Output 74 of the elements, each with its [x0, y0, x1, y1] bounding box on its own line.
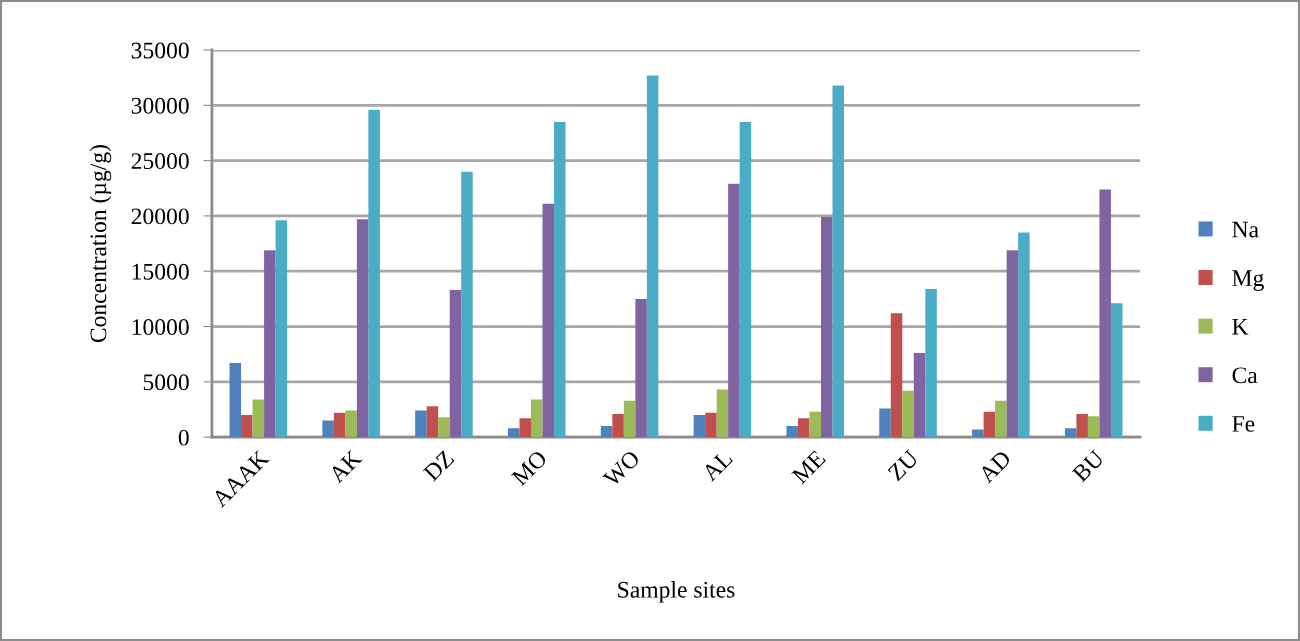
bar	[554, 121, 566, 438]
bar	[612, 413, 624, 438]
bar	[635, 298, 647, 438]
bar	[368, 109, 380, 438]
bar	[461, 171, 473, 438]
bar	[925, 288, 937, 438]
bar	[693, 415, 706, 438]
bar	[739, 121, 752, 438]
legend-label: Ca	[1232, 367, 1258, 384]
bar	[426, 406, 439, 438]
bar	[438, 417, 450, 438]
bar	[820, 217, 833, 438]
bar	[322, 420, 334, 438]
bar	[1087, 416, 1100, 438]
bar	[275, 220, 288, 438]
bar	[229, 363, 242, 438]
y-tick-label: 35000	[131, 42, 189, 59]
bar	[333, 412, 346, 438]
legend-label: Na	[1232, 221, 1259, 238]
y-tick-label: 25000	[131, 153, 189, 170]
bar	[646, 75, 659, 438]
x-tick-label: AK	[327, 449, 363, 484]
x-tick-label: ME	[791, 449, 826, 485]
bar	[623, 400, 636, 438]
bar	[983, 411, 996, 438]
bar	[1018, 232, 1030, 438]
legend-label: K	[1232, 319, 1249, 335]
bar	[519, 418, 532, 438]
bar	[508, 428, 520, 438]
bar	[902, 390, 914, 438]
bar	[1110, 303, 1123, 438]
bar	[913, 353, 926, 438]
x-tick-label: BU	[1071, 449, 1106, 483]
bar	[890, 313, 903, 438]
bar	[797, 418, 810, 438]
y-tick-label: 20000	[131, 208, 189, 225]
x-tick-label: MO	[510, 449, 548, 487]
legend-label: Mg	[1232, 270, 1264, 291]
bar	[356, 219, 369, 438]
bar	[241, 415, 253, 438]
y-tick-label: 10000	[132, 319, 189, 335]
bar	[252, 399, 265, 438]
legend-label: Fe	[1232, 416, 1255, 432]
bar	[264, 250, 276, 438]
x-tick-label: WO	[602, 449, 641, 488]
bar	[705, 412, 717, 438]
y-tick-label: 5000	[143, 374, 189, 391]
bar	[809, 411, 821, 438]
bar	[531, 399, 543, 438]
bar	[716, 389, 729, 438]
y-axis-title: Concentration (µg/g)	[89, 145, 112, 343]
y-tick-label: 0	[178, 429, 189, 446]
bar	[728, 183, 740, 438]
bar	[786, 426, 798, 438]
bar	[879, 408, 891, 438]
bar	[449, 290, 462, 438]
bar	[1006, 250, 1019, 438]
x-tick-label: AD	[977, 449, 1012, 484]
bar	[542, 203, 555, 438]
bar	[972, 429, 984, 438]
x-tick-label: ZU	[887, 449, 920, 482]
x-tick-label: AL	[700, 449, 733, 482]
x-tick-label: DZ	[422, 449, 455, 482]
bar	[995, 400, 1007, 438]
bar	[832, 85, 844, 438]
bar	[1099, 189, 1111, 438]
x-axis-title: Sample sites	[618, 581, 735, 603]
bar	[1076, 413, 1088, 438]
y-tick-label: 30000	[131, 97, 189, 114]
y-tick-label: 15000	[132, 263, 189, 280]
bar	[1064, 428, 1077, 438]
bar	[345, 410, 357, 438]
bar	[415, 410, 427, 438]
bar	[600, 426, 613, 438]
